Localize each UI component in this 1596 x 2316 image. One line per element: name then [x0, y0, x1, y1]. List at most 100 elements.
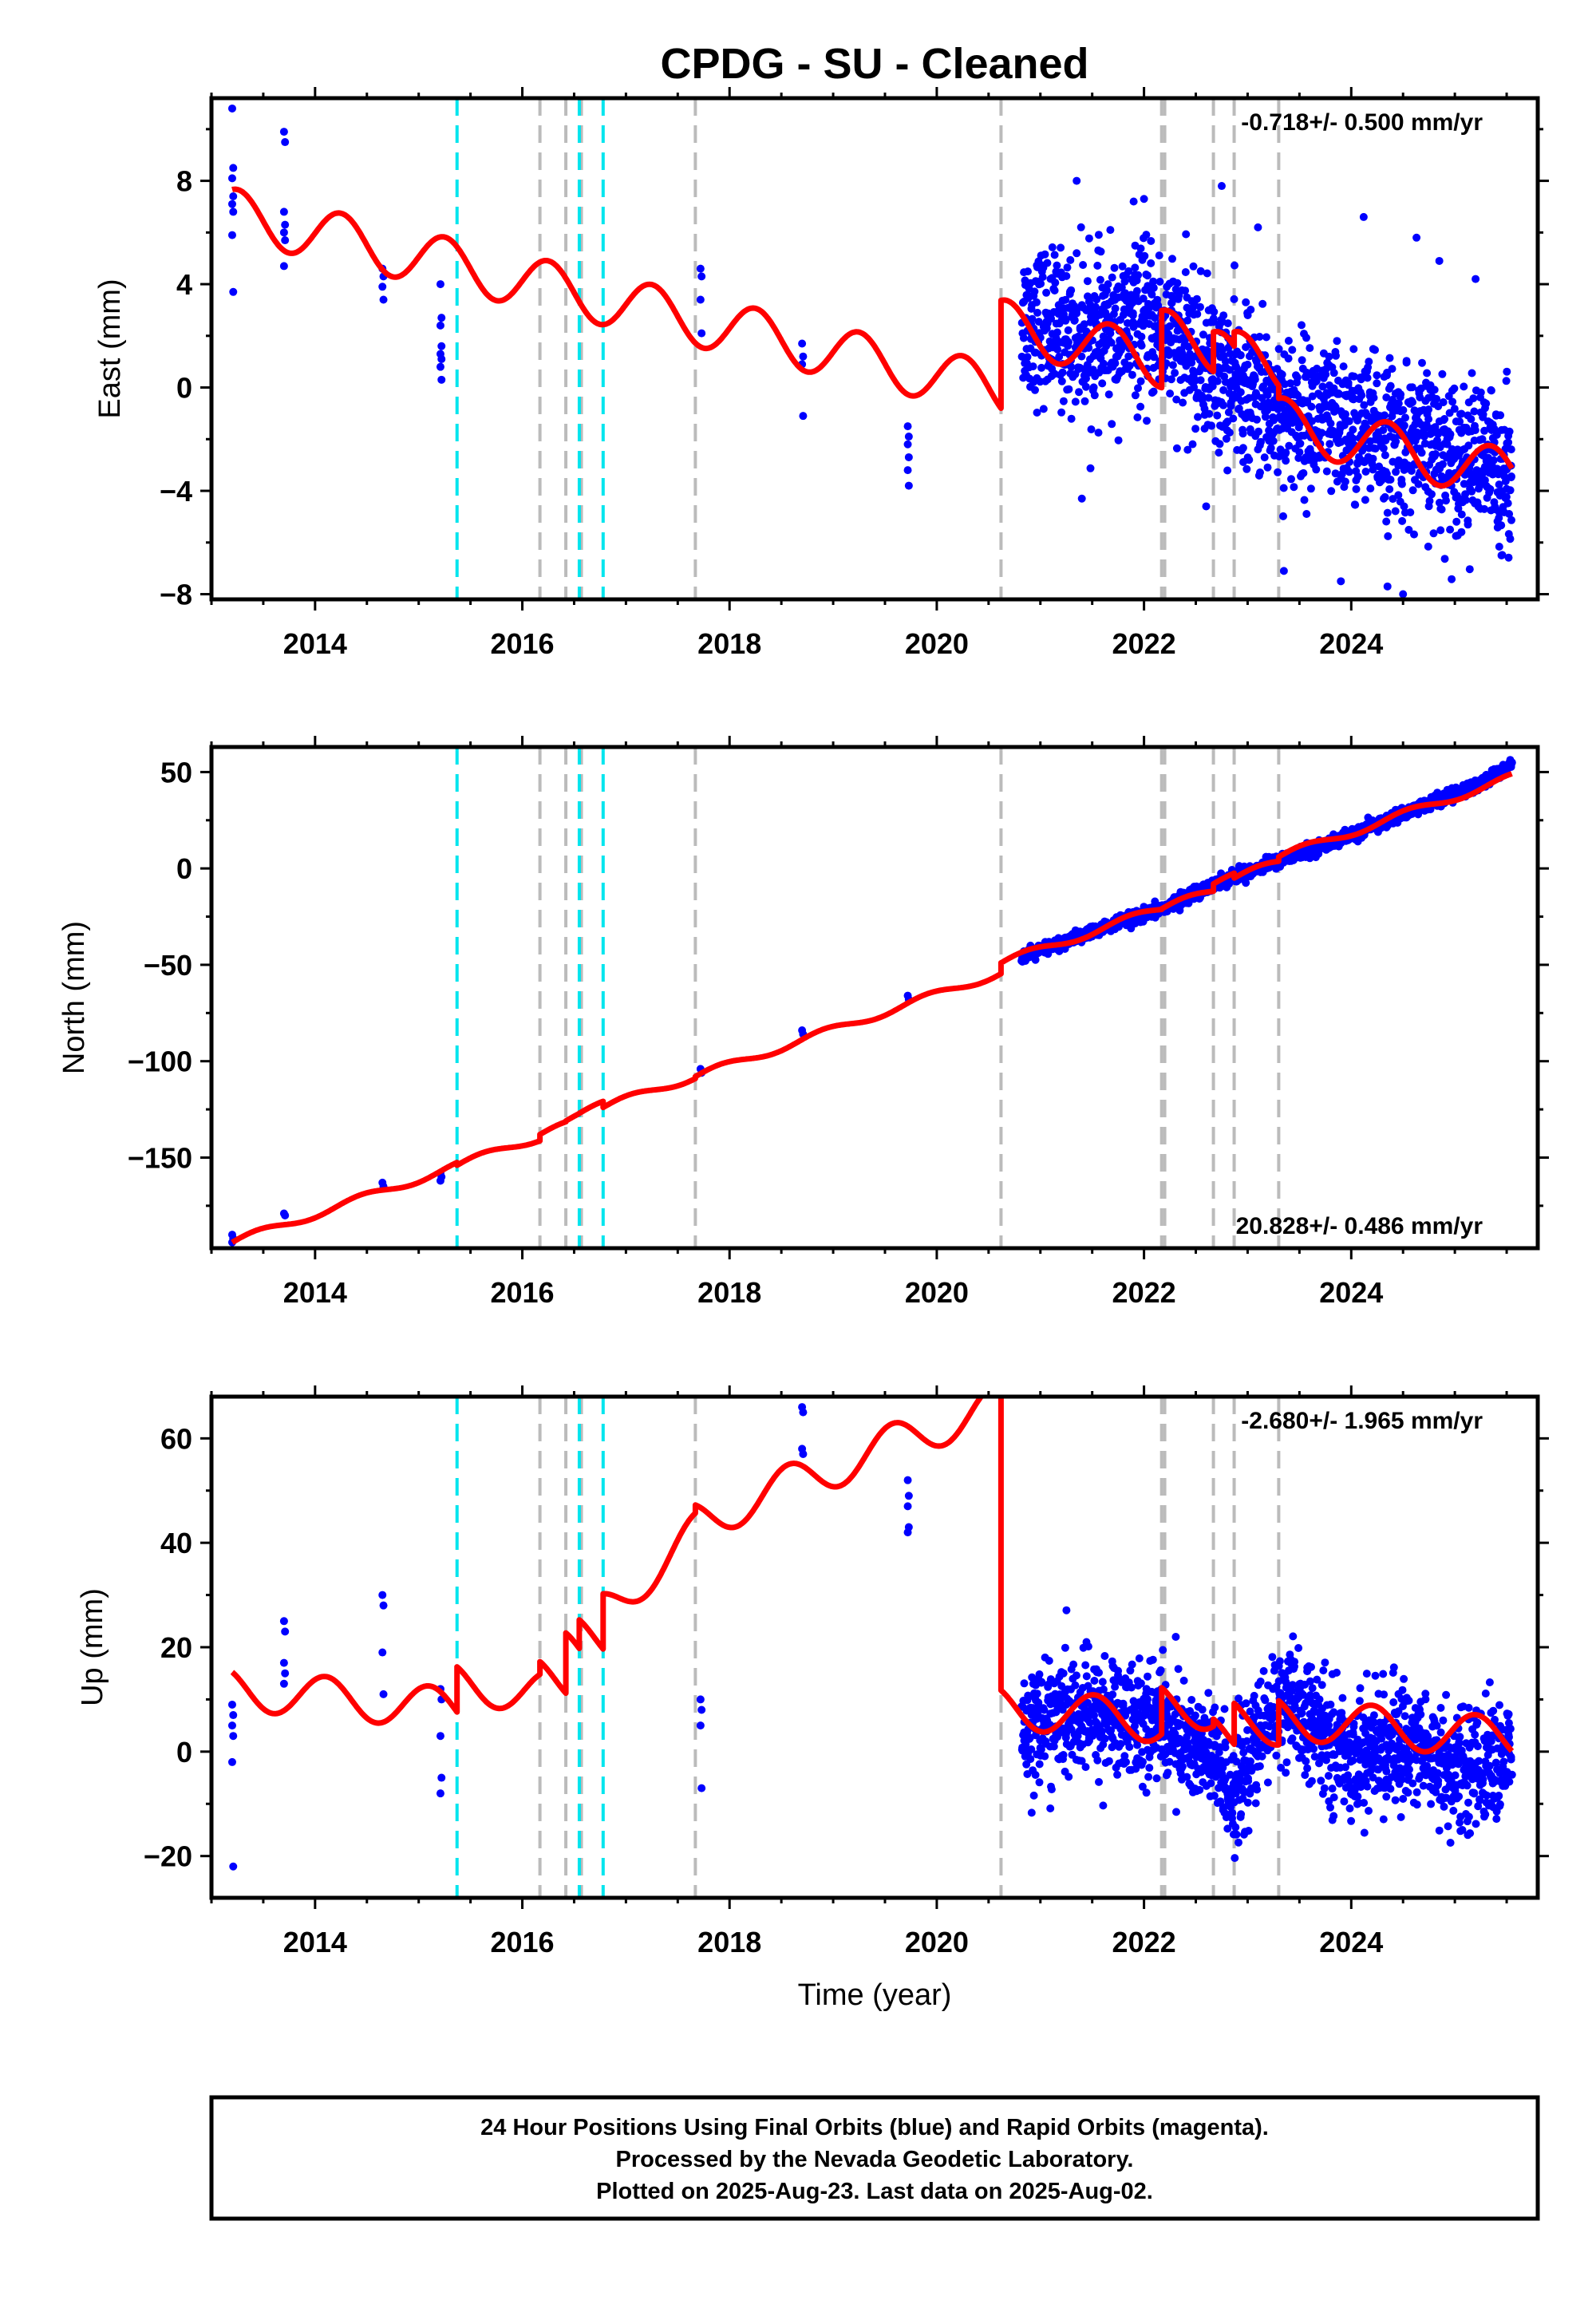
east-point: [1464, 520, 1472, 529]
east-point: [1402, 357, 1411, 366]
up-point: [1084, 1642, 1092, 1651]
up-point: [1035, 1778, 1044, 1787]
east-point: [1051, 279, 1060, 287]
east-point: [1067, 286, 1076, 294]
east-point: [1258, 299, 1267, 308]
east-point: [1505, 510, 1514, 518]
east-point: [1063, 263, 1072, 272]
up-point: [1333, 1668, 1341, 1677]
east-point: [1103, 287, 1111, 294]
east-point: [1208, 382, 1217, 391]
east-point: [1437, 505, 1446, 514]
east-point: [1359, 212, 1368, 221]
east-point: [1033, 409, 1041, 417]
east-point: [1047, 314, 1056, 323]
east-point: [1213, 377, 1222, 385]
up-point: [1360, 1828, 1369, 1837]
east-point: [1446, 525, 1455, 534]
east-point: [1448, 575, 1456, 583]
up-point: [1142, 1788, 1151, 1797]
east-point: [227, 231, 236, 239]
east-point: [437, 375, 446, 384]
east-point: [1149, 283, 1158, 292]
east-point: [1225, 429, 1234, 437]
east-point: [1183, 445, 1192, 454]
east-point: [1349, 395, 1358, 404]
up-point: [1108, 1690, 1117, 1699]
up-point: [1363, 1782, 1372, 1791]
east-point: [1329, 369, 1338, 377]
east-point: [1461, 496, 1470, 504]
east-x-tick-label: 2018: [697, 627, 761, 660]
east-point: [1189, 262, 1198, 271]
up-point: [1404, 1788, 1412, 1797]
up-point: [903, 1476, 912, 1484]
east-point: [1428, 490, 1436, 499]
up-point: [1171, 1633, 1180, 1641]
east-point: [1203, 269, 1211, 278]
east-point: [1302, 334, 1310, 342]
east-point: [1172, 444, 1181, 453]
up-point: [1220, 1705, 1229, 1713]
up-point: [1329, 1793, 1338, 1802]
up-point: [1100, 1652, 1109, 1660]
east-point: [1298, 356, 1306, 365]
up-point: [1421, 1690, 1430, 1698]
east-point: [281, 236, 290, 245]
east-point: [1476, 481, 1484, 490]
up-point: [1113, 1770, 1122, 1779]
up-point: [1389, 1698, 1398, 1706]
north-data-points: [227, 756, 1516, 1247]
east-point: [1439, 398, 1448, 406]
east-point: [1215, 449, 1223, 457]
east-point: [1190, 383, 1199, 392]
east-point: [1028, 314, 1037, 323]
east-point: [1129, 197, 1138, 206]
up-point: [697, 1705, 706, 1714]
east-point: [1075, 388, 1083, 397]
up-point: [1308, 1777, 1316, 1785]
east-point: [1373, 371, 1381, 380]
up-point: [1244, 1827, 1253, 1835]
up-point: [1288, 1734, 1297, 1743]
east-point: [1424, 405, 1433, 414]
east-point: [1250, 375, 1259, 384]
east-point: [1382, 393, 1391, 401]
east-point: [1344, 378, 1353, 387]
chart-title: CPDG - SU - Cleaned: [660, 40, 1088, 88]
east-point: [1120, 277, 1129, 286]
east-point: [1255, 333, 1264, 341]
east-model-curve: [230, 186, 1515, 489]
east-point: [1182, 230, 1191, 239]
east-point: [1369, 465, 1377, 474]
east-point: [378, 283, 387, 291]
up-point: [1082, 1672, 1091, 1681]
up-point: [1125, 1743, 1134, 1751]
east-point: [1156, 278, 1164, 286]
east-point: [1312, 465, 1321, 474]
up-point: [378, 1648, 387, 1657]
up-point: [1061, 1643, 1069, 1652]
up-point: [1275, 1657, 1284, 1666]
east-point: [1149, 277, 1158, 286]
east-point: [1429, 529, 1438, 538]
east-point: [1111, 304, 1120, 313]
up-point: [696, 1695, 705, 1704]
east-point: [1067, 414, 1076, 423]
east-point: [1502, 377, 1511, 385]
east-point: [1394, 399, 1403, 408]
east-point: [1480, 426, 1489, 435]
east-point: [1279, 512, 1287, 520]
east-point: [1024, 267, 1032, 276]
east-point: [1321, 370, 1330, 379]
east-point: [1038, 273, 1047, 282]
up-point: [1081, 1763, 1090, 1772]
east-point: [1064, 326, 1073, 334]
east-point: [1246, 306, 1255, 314]
east-point: [1061, 295, 1070, 304]
east-point: [1468, 369, 1476, 377]
east-point: [1425, 496, 1434, 505]
east-point: [1048, 243, 1057, 251]
east-point: [1217, 182, 1226, 191]
